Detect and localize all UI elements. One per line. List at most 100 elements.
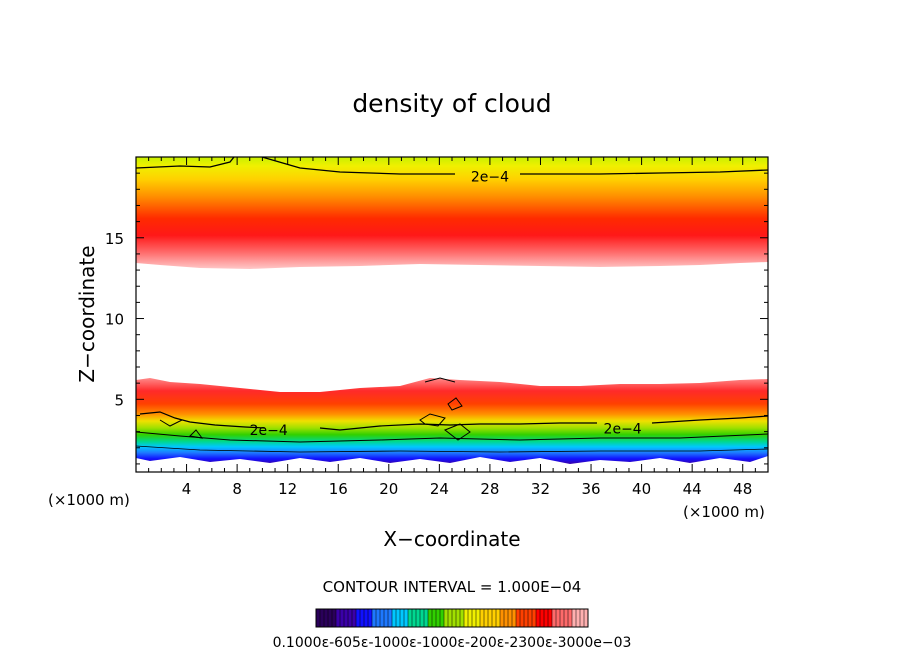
- colorbar-swatch: [440, 609, 445, 627]
- colorbar-swatch: [504, 609, 509, 627]
- colorbar-swatch: [492, 609, 497, 627]
- colorbar-swatch: [412, 609, 417, 627]
- colorbar-swatch: [472, 609, 477, 627]
- colorbar-swatch: [368, 609, 373, 627]
- colorbar-swatch: [432, 609, 437, 627]
- colorbar-swatch: [344, 609, 349, 627]
- colorbar-swatch: [392, 609, 397, 627]
- colorbar-swatch: [464, 609, 469, 627]
- colorbar-swatch: [348, 609, 353, 627]
- x-tick-label: 20: [379, 480, 398, 498]
- contour-lower-3: [136, 445, 768, 453]
- colorbar-swatch: [568, 609, 573, 627]
- colorbar-swatch: [400, 609, 405, 627]
- x-tick-group: 4 8 12 16 20 24 28 32 36 40 44 48: [148, 157, 756, 498]
- colorbar-swatch: [480, 609, 485, 627]
- colorbar-swatch: [584, 609, 589, 627]
- contour-label: 2e−4: [250, 423, 288, 439]
- colorbar-swatch: [516, 609, 521, 627]
- colorbar-swatch: [500, 609, 505, 627]
- y-axis-label: Z−coordinate: [75, 245, 99, 382]
- colorbar-swatch: [496, 609, 501, 627]
- y-tick-group: 5 10 15: [105, 172, 768, 465]
- plot-area: 2e−4 2e−4 2e−4: [136, 157, 768, 472]
- x-tick-label: 4: [182, 480, 192, 498]
- colorbar-swatch: [444, 609, 449, 627]
- colorbar-swatch: [424, 609, 429, 627]
- colorbar-swatch: [508, 609, 513, 627]
- colorbar-swatch: [356, 609, 361, 627]
- colorbar-swatch: [408, 609, 413, 627]
- colorbar-swatch: [420, 609, 425, 627]
- lower-cloud-layer: [136, 378, 768, 464]
- colorbar-swatch: [436, 609, 441, 627]
- colorbar-swatch: [556, 609, 561, 627]
- colorbar-swatch: [364, 609, 369, 627]
- x-tick-label: 32: [531, 480, 550, 498]
- contour-label: 2e−4: [604, 421, 642, 437]
- x-tick-label: 40: [632, 480, 651, 498]
- colorbar-labels: 0.1000ε-605ε-1000ε-1000ε-200ε-2300ε-3000…: [273, 635, 632, 651]
- colorbar: [315, 609, 589, 627]
- colorbar-swatch: [384, 609, 389, 627]
- contour-label-group: 2e−4 2e−4 2e−4: [250, 169, 642, 439]
- colorbar-swatch: [468, 609, 473, 627]
- y-tick-label: 15: [105, 230, 124, 248]
- upper-cloud-layer: [136, 157, 768, 269]
- x-tick-label: 44: [683, 480, 702, 498]
- colorbar-swatch: [340, 609, 345, 627]
- colorbar-swatch: [532, 609, 537, 627]
- contour-noise: [159, 377, 471, 441]
- contour-label: 2e−4: [471, 169, 509, 185]
- x-tick-label: 16: [329, 480, 348, 498]
- colorbar-swatch: [524, 609, 529, 627]
- colorbar-swatch: [476, 609, 481, 627]
- colorbar-swatch: [448, 609, 453, 627]
- colorbar-swatch: [572, 609, 577, 627]
- colorbar-swatch: [580, 609, 585, 627]
- colorbar-swatch: [520, 609, 525, 627]
- x-tick-label: 28: [480, 480, 499, 498]
- colorbar-swatch: [488, 609, 493, 627]
- x-unit-right: (×1000 m): [683, 503, 765, 521]
- colorbar-swatch: [416, 609, 421, 627]
- colorbar-swatch: [428, 609, 433, 627]
- colorbar-swatch: [540, 609, 545, 627]
- x-tick-label: 12: [278, 480, 297, 498]
- colorbar-swatch: [372, 609, 377, 627]
- colorbar-swatch: [552, 609, 557, 627]
- colorbar-swatch: [388, 609, 393, 627]
- colorbar-swatch: [576, 609, 581, 627]
- colorbar-swatch: [332, 609, 337, 627]
- x-unit-left: (×1000 m): [48, 491, 130, 509]
- colorbar-frame: [315, 608, 589, 628]
- colorbar-swatch: [320, 609, 325, 627]
- colorbar-swatch: [452, 609, 457, 627]
- colorbar-swatch: [376, 609, 381, 627]
- colorbar-swatch: [548, 609, 553, 627]
- colorbar-swatch: [328, 609, 333, 627]
- colorbar-swatch: [536, 609, 541, 627]
- colorbar-swatch: [484, 609, 489, 627]
- colorbar-swatch: [404, 609, 409, 627]
- chart-title: density of cloud: [352, 89, 551, 118]
- x-tick-label: 36: [581, 480, 600, 498]
- y-tick-label: 5: [114, 391, 124, 409]
- colorbar-swatch: [564, 609, 569, 627]
- colorbar-swatch: [396, 609, 401, 627]
- x-tick-label: 8: [232, 480, 242, 498]
- colorbar-swatch: [544, 609, 549, 627]
- colorbar-swatch: [380, 609, 385, 627]
- x-tick-label: 24: [430, 480, 449, 498]
- colorbar-swatch: [324, 609, 329, 627]
- colorbar-swatch: [560, 609, 565, 627]
- colorbar-swatch: [512, 609, 517, 627]
- x-axis-label: X−coordinate: [383, 527, 520, 551]
- x-tick-label: 48: [733, 480, 752, 498]
- colorbar-swatch: [456, 609, 461, 627]
- y-tick-label: 10: [105, 311, 124, 329]
- contour-lower: [139, 411, 768, 431]
- contour-interval: CONTOUR INTERVAL = 1.000E−04: [323, 578, 582, 596]
- colorbar-swatch: [336, 609, 341, 627]
